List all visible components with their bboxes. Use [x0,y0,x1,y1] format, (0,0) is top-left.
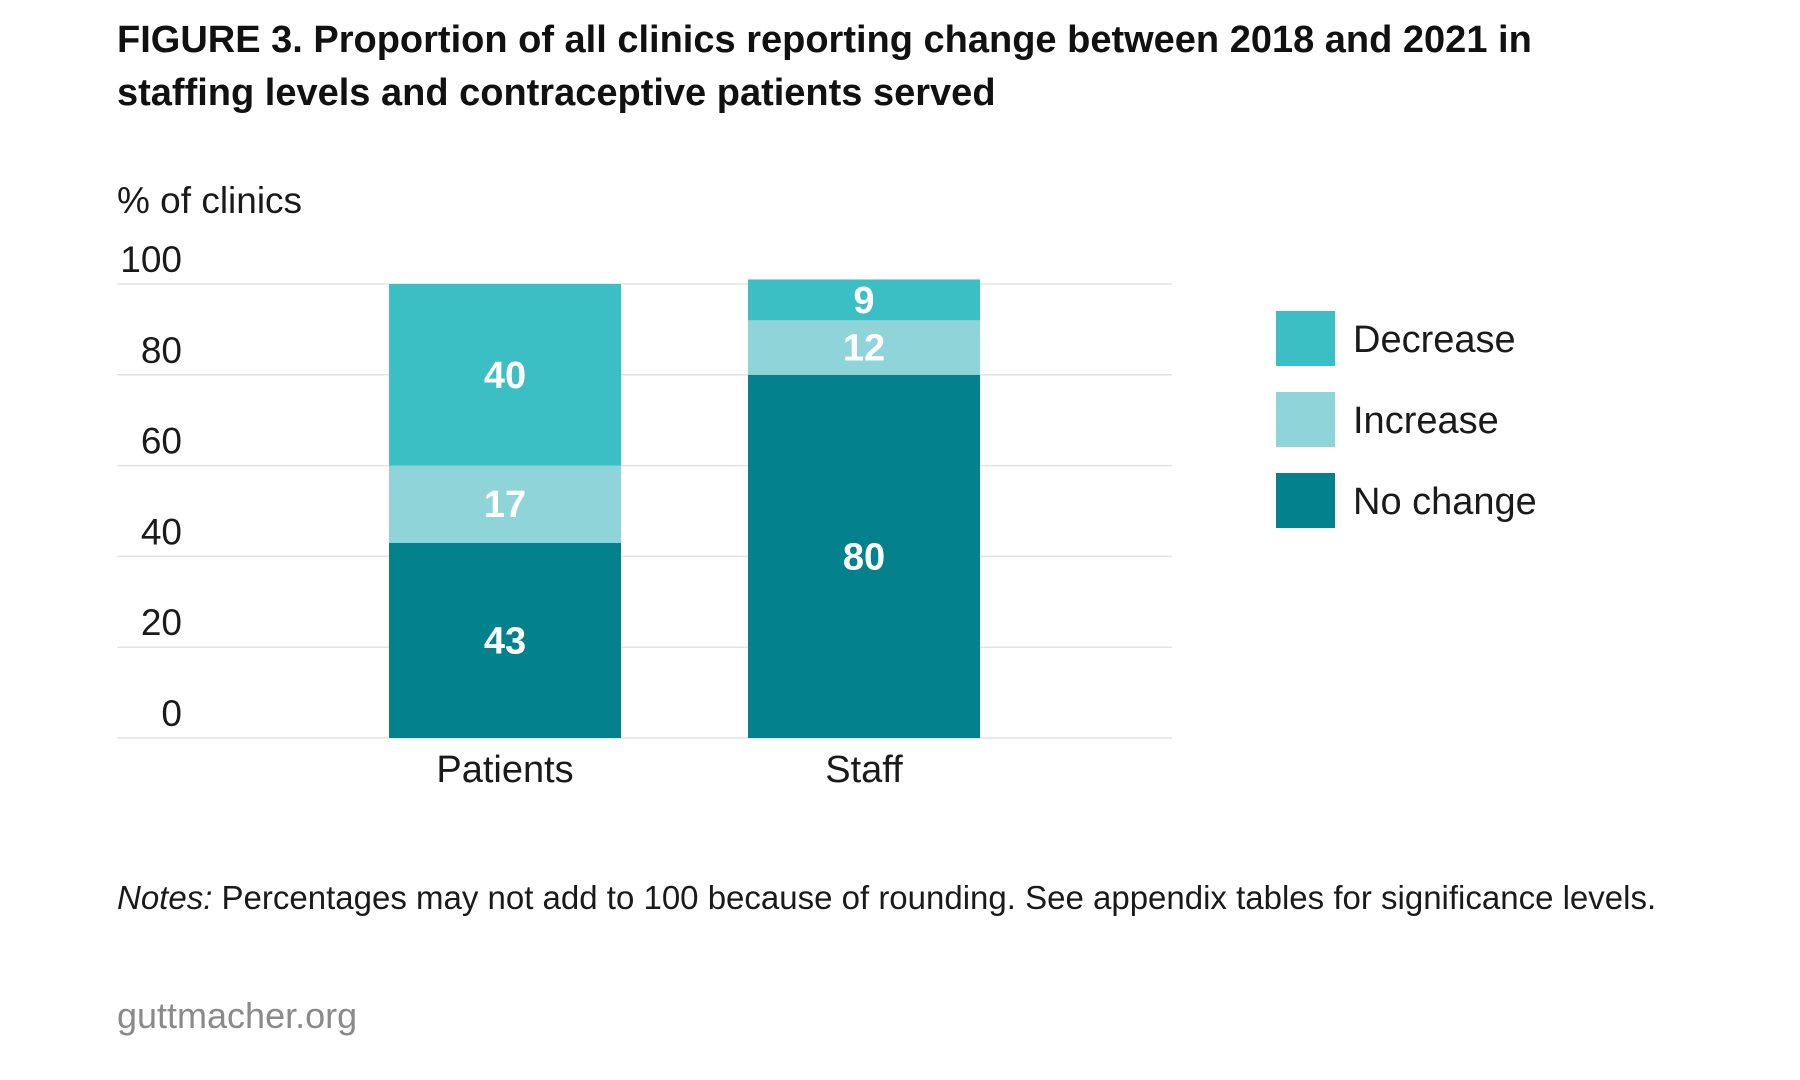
y-tick-label: 80 [141,330,182,371]
data-label: 43 [484,620,526,662]
y-tick-label: 60 [141,421,182,462]
y-tick-label: 0 [161,693,182,734]
legend-swatch-no-change [1276,473,1335,528]
legend-label-increase: Increase [1353,400,1499,442]
legend-label-decrease: Decrease [1353,319,1516,361]
legend: Decrease Increase No change [1276,311,1537,528]
bar-staff-decrease [748,279,980,321]
bar-patients-increase [389,465,621,543]
y-tick-label: 40 [141,511,182,552]
chart-title: FIGURE 3. Proportion of all clinics repo… [117,19,1532,114]
notes-lead: Notes: [117,879,213,916]
bar-patients-no-change [389,542,621,738]
bar-staff-increase [748,320,980,375]
y-tick-label: 20 [141,602,182,643]
y-axis-ticks: 0 20 40 60 80 100 [120,239,182,734]
bar-patients-decrease [389,284,621,466]
x-category-label: Staff [825,749,903,791]
source-credit: guttmacher.org [117,995,358,1036]
legend-swatch-decrease [1276,311,1335,366]
bars [389,279,980,738]
legend-label-no-change: No change [1353,481,1537,523]
data-labels: 43 17 40 80 12 9 [484,280,885,663]
data-label: 12 [843,328,885,370]
data-label: 80 [843,536,885,578]
gridlines [117,283,1172,739]
chart-notes: Notes: Percentages may not add to 100 be… [117,872,1717,924]
data-label: 40 [484,355,526,397]
x-category-label: Patients [436,749,573,791]
legend-swatch-increase [1276,392,1335,447]
y-axis-label: % of clinics [117,180,303,221]
x-axis-categories: Patients Staff [436,749,903,791]
data-label: 17 [484,484,526,526]
bar-staff-no-change [748,374,980,738]
y-tick-label: 100 [120,239,182,280]
notes-text: Percentages may not add to 100 because o… [212,879,1657,916]
data-label: 9 [853,280,874,322]
